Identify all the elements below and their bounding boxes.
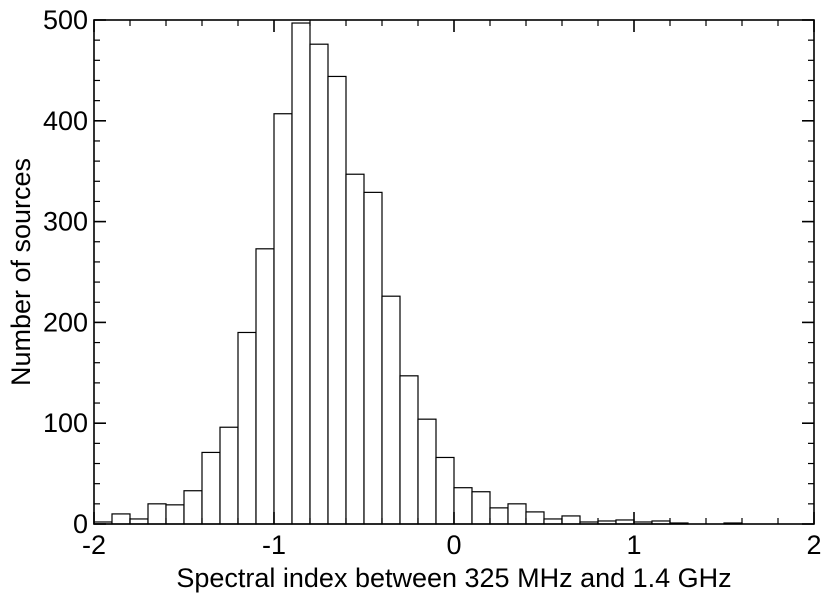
histogram-bar [381, 295, 401, 525]
histogram-bar [525, 511, 545, 525]
y-axis-ticks: 0 100 200 300 400 500 [43, 5, 814, 539]
histogram-bar [219, 426, 239, 525]
x-axis-ticks: -2 -1 0 1 2 [82, 20, 822, 560]
y-tick-label: 300 [43, 207, 88, 237]
histogram-bar [399, 375, 419, 525]
y-axis-title: Number of sources [6, 158, 36, 386]
histogram-bar [345, 173, 365, 525]
histogram-bar [453, 487, 473, 525]
x-tick-label: 2 [806, 530, 821, 560]
histogram-bar [201, 451, 221, 525]
histogram-bar [327, 75, 347, 525]
histogram-bar [507, 503, 527, 525]
y-tick-label: 500 [43, 5, 88, 35]
y-tick-label: 100 [43, 408, 88, 438]
histogram-bar [165, 504, 185, 525]
histogram-bar [417, 418, 437, 525]
y-tick-label: 0 [73, 509, 88, 539]
y-tick-label: 400 [43, 106, 88, 136]
plot-frame [93, 19, 815, 525]
x-tick-label: 1 [626, 530, 641, 560]
x-tick-label: -1 [262, 530, 286, 560]
histogram-bar [147, 503, 167, 525]
histogram-bar [363, 191, 383, 525]
x-axis-title: Spectral index between 325 MHz and 1.4 G… [176, 563, 731, 593]
x-tick-label: -2 [82, 530, 106, 560]
histogram-bar [273, 113, 293, 525]
x-tick-label: 0 [446, 530, 461, 560]
histogram-bar [435, 456, 455, 525]
histogram-bar [111, 513, 131, 525]
histogram-bar [237, 331, 257, 525]
histogram-bar [255, 248, 275, 525]
histogram-bar [291, 22, 311, 525]
histogram-bar [489, 507, 509, 525]
histogram-bar [471, 491, 491, 525]
histogram-bars [93, 22, 743, 525]
histogram-bar [183, 490, 203, 525]
y-tick-label: 200 [43, 307, 88, 337]
histogram-bar [561, 515, 581, 525]
histogram-bar [309, 43, 329, 525]
